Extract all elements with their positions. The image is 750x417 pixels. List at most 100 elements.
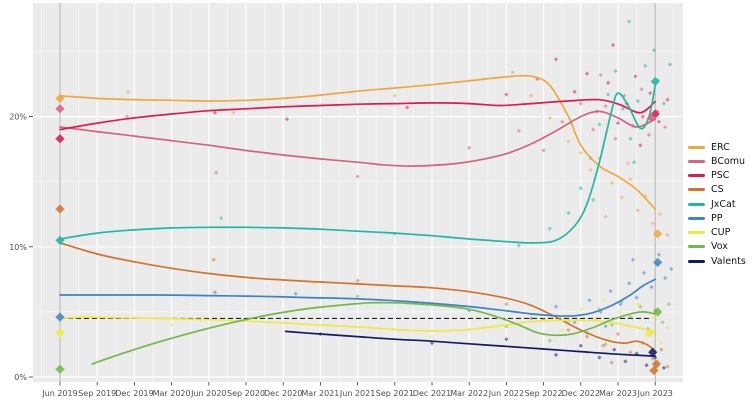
trend-line-jxcat [59,84,657,244]
poll-point-cs [566,328,571,333]
poll-point-erc [650,221,655,226]
legend-swatch-icon [688,145,705,149]
poll-point-bcomu [591,127,596,132]
trend-line-psc [59,98,657,131]
poll-point-jxcat [578,186,583,191]
x-tick-label: Dec 2020 [264,389,302,398]
trend-line-bcomu [59,110,657,167]
poll-point-jxcat [628,136,633,141]
poll-point-psc [665,97,670,102]
poll-point-cup [635,301,640,307]
poll-point-erc [603,214,608,219]
legend-label: BComu [711,155,746,167]
poll-point-jxcat [632,160,637,165]
legend-label: JxCat [711,198,736,210]
x-tick-label: Sep 2021 [376,389,414,398]
x-tick-label: Sep 2022 [525,389,563,398]
legend-label: Valents [711,255,746,267]
poll-point-vox [504,324,509,329]
poll-point-psc [584,71,590,76]
legend-label: PSC [711,170,730,182]
poll-point-cs [584,334,590,339]
poll-point-pp [587,298,592,303]
y-tick-label: 20% [9,113,27,122]
legend-swatch-icon [688,174,705,178]
legend: ERC BComu PSC CS JxCat PP CUP Vox Valents [688,140,746,268]
trend-line-vox [91,301,657,365]
poll-point-cup [593,317,598,322]
poll-point-erc [643,193,648,199]
poll-point-pp [663,275,668,281]
poll-point-pp [293,291,298,296]
x-tick-label: Jun 2020 [190,389,226,398]
poll-point-cup [617,309,622,314]
poll-point-erc [231,110,236,115]
poll-point-vox [609,322,614,328]
result-marker-erc [55,93,65,103]
poll-point-erc [578,150,583,156]
poll-point-erc [635,208,640,213]
poll-point-bcomu [598,72,603,78]
result-marker-cs [55,204,65,214]
poll-point-cs [628,350,633,355]
legend-swatch-icon [688,159,705,163]
poll-point-bcomu [646,132,652,137]
poll-point-psc [615,121,621,126]
poll-point-erc [628,176,633,182]
poll-point-cup [665,325,670,330]
poll-point-jxcat [661,101,666,106]
poll-point-bcomu [560,119,565,124]
poll-point-psc [638,143,643,148]
result-marker-jxcat [650,76,660,87]
poll-point-jxcat [627,19,632,24]
poll-point-cup [560,328,565,333]
poll-point-cs [665,364,670,369]
poll-point-vox [355,294,360,299]
poll-point-pp [649,285,654,290]
legend-label: Vox [711,241,728,253]
legend-item-psc: PSC [688,169,746,183]
poll-point-bcomu [622,93,627,98]
poll-point-erc [619,195,624,200]
poll-point-psc [284,117,290,122]
result-marker-vox [55,364,65,374]
poll-point-bcomu [124,114,130,119]
legend-swatch-icon [688,216,705,220]
poll-point-vox [597,307,602,312]
poll-point-pp [641,270,647,275]
legend-item-jxcat: JxCat [688,197,746,211]
poll-point-valents [653,355,658,360]
poll-point-vox [547,338,552,343]
poll-point-valents [623,359,628,364]
poll-point-valents [504,337,509,342]
result-marker-bcomu [646,113,657,123]
legend-swatch-icon [688,202,705,206]
x-tick-label: Jun 2023 [636,389,672,398]
poll-point-bcomu [467,145,472,150]
poll-point-cup [651,315,657,320]
poll-point-pp [553,304,559,309]
poll-point-jxcat [516,243,521,248]
x-tick-label: Jun 2019 [41,389,77,398]
poll-point-psc [405,105,410,110]
trend-line-cup [59,316,657,333]
poll-point-jxcat [605,92,611,97]
poll-point-pp [212,290,218,295]
poll-point-cup [312,281,317,286]
x-tick-label: Dec 2022 [562,389,600,398]
poll-point-pp [603,324,608,329]
x-tick-label: Sep 2020 [227,389,265,398]
result-marker-psc [650,109,660,119]
poll-point-pp [627,281,632,286]
legend-label: CUP [711,227,731,239]
poll-point-bcomu [578,101,583,106]
x-tick-label: Dec 2019 [115,389,153,398]
poll-point-erc [566,139,571,144]
poll-point-pp [529,316,534,321]
poll-point-erc [126,89,131,94]
poll-point-psc [633,74,638,79]
poll-point-psc [610,42,616,48]
poll-point-bcomu [355,174,360,179]
